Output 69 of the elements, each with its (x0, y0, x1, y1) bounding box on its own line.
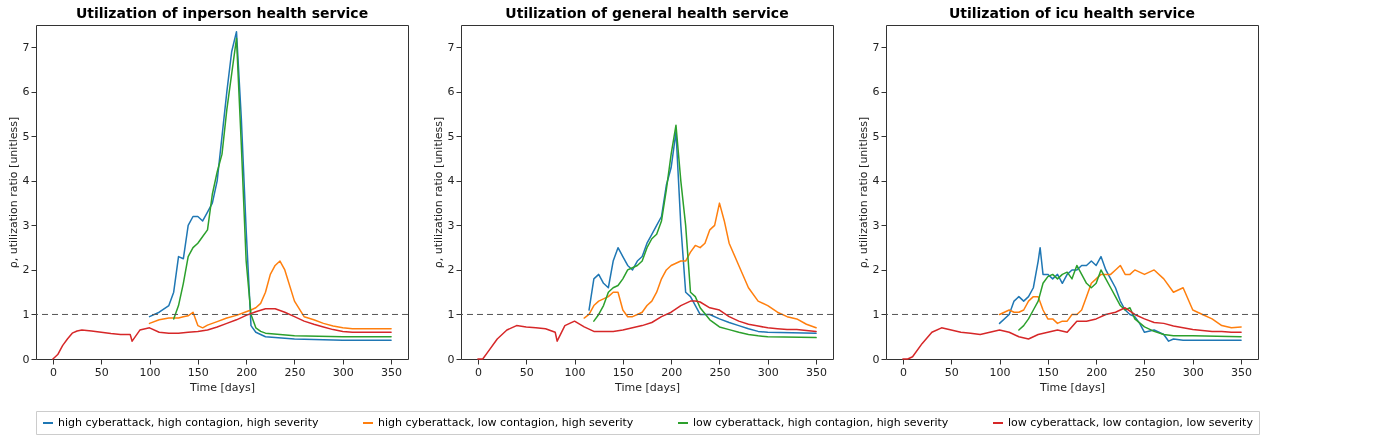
y-tick-label: 5 (447, 129, 455, 143)
x-tick-label: 100 (139, 365, 161, 379)
x-tick-label: 350 (806, 365, 828, 379)
y-tick-label: 0 (22, 352, 30, 366)
line-series (52, 307, 392, 360)
y-tick-label: 4 (872, 174, 880, 188)
x-tick-label: 250 (1134, 365, 1156, 379)
y-tick-label: 5 (22, 129, 30, 143)
x-tick-label: 300 (757, 365, 779, 379)
x-tick-label: 350 (381, 365, 403, 379)
x-tick-label: 150 (187, 365, 209, 379)
line-series (1018, 264, 1242, 338)
x-tick-label: 150 (612, 365, 634, 379)
x-tick-label: 50 (94, 365, 109, 379)
x-tick-label: 250 (709, 365, 731, 379)
y-tick-label: 0 (447, 352, 455, 366)
y-tick-label: 4 (22, 174, 30, 188)
y-tick-label: 3 (872, 218, 880, 232)
y-tick-label: 4 (447, 174, 455, 188)
x-tick-label: 100 (989, 365, 1011, 379)
y-tick-label: 2 (872, 263, 880, 277)
line-series (583, 202, 817, 329)
x-tick-label: 0 (899, 365, 907, 379)
y-tick-label: 0 (872, 352, 880, 366)
line-series (998, 264, 1242, 329)
chart-title: Utilization of inperson health service (75, 5, 369, 21)
x-tick-label: 150 (1037, 365, 1059, 379)
x-axis-title: Time [days] (189, 380, 255, 394)
y-tick-label: 5 (872, 129, 880, 143)
line-series (477, 300, 817, 360)
y-axis-title: ρ, utilization ratio [unitless] (431, 116, 445, 269)
legend-label: low cyberattack, high contagion, high severity (693, 416, 949, 429)
y-tick-label: 3 (447, 218, 455, 232)
legend-label: high cyberattack, high contagion, high severity (58, 416, 319, 429)
y-tick-label: 7 (22, 40, 30, 54)
x-tick-label: 100 (564, 365, 586, 379)
y-tick-label: 1 (22, 307, 30, 321)
legend-label: low cyberattack, low contagion, low severity (1008, 416, 1254, 429)
y-tick-label: 6 (22, 85, 30, 99)
x-tick-label: 250 (284, 365, 306, 379)
x-tick-label: 300 (332, 365, 354, 379)
y-axis-title: ρ, utilization ratio [unitless] (856, 116, 870, 269)
x-tick-label: 200 (236, 365, 258, 379)
x-tick-label: 0 (474, 365, 482, 379)
x-axis-title: Time [days] (1039, 380, 1105, 394)
line-series (998, 246, 1242, 342)
y-tick-label: 6 (447, 85, 455, 99)
x-tick-label: 50 (519, 365, 534, 379)
y-tick-label: 3 (22, 218, 30, 232)
y-tick-label: 2 (447, 263, 455, 277)
y-tick-label: 2 (22, 263, 30, 277)
x-tick-label: 0 (49, 365, 57, 379)
y-tick-label: 7 (872, 40, 880, 54)
chart-title: Utilization of general health service (505, 5, 789, 21)
chart-title: Utilization of icu health service (948, 5, 1196, 21)
y-tick-label: 1 (447, 307, 455, 321)
y-axis-title: ρ, utilization ratio [unitless] (6, 116, 20, 269)
x-tick-label: 300 (1182, 365, 1204, 379)
y-tick-label: 7 (447, 40, 455, 54)
y-tick-label: 6 (872, 85, 880, 99)
line-series (148, 260, 392, 330)
x-tick-label: 200 (1086, 365, 1108, 379)
x-tick-label: 50 (944, 365, 959, 379)
line-series (902, 307, 1242, 360)
y-tick-label: 1 (872, 307, 880, 321)
legend-label: high cyberattack, low contagion, high severity (378, 416, 634, 429)
x-tick-label: 200 (661, 365, 683, 379)
x-axis-title: Time [days] (614, 380, 680, 394)
x-tick-label: 350 (1231, 365, 1253, 379)
